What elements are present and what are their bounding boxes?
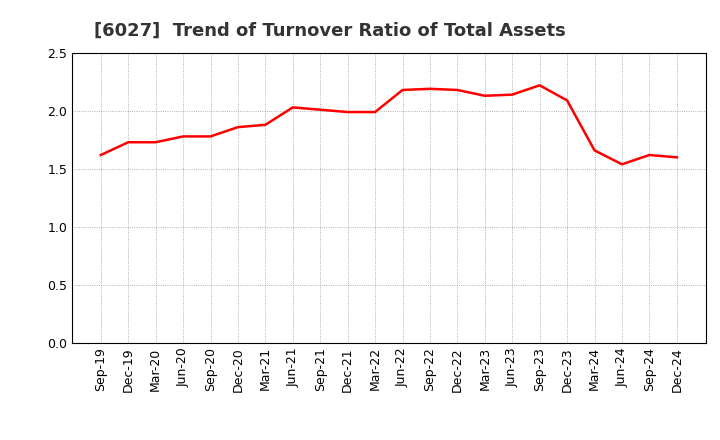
Text: [6027]  Trend of Turnover Ratio of Total Assets: [6027] Trend of Turnover Ratio of Total … [94,22,565,40]
